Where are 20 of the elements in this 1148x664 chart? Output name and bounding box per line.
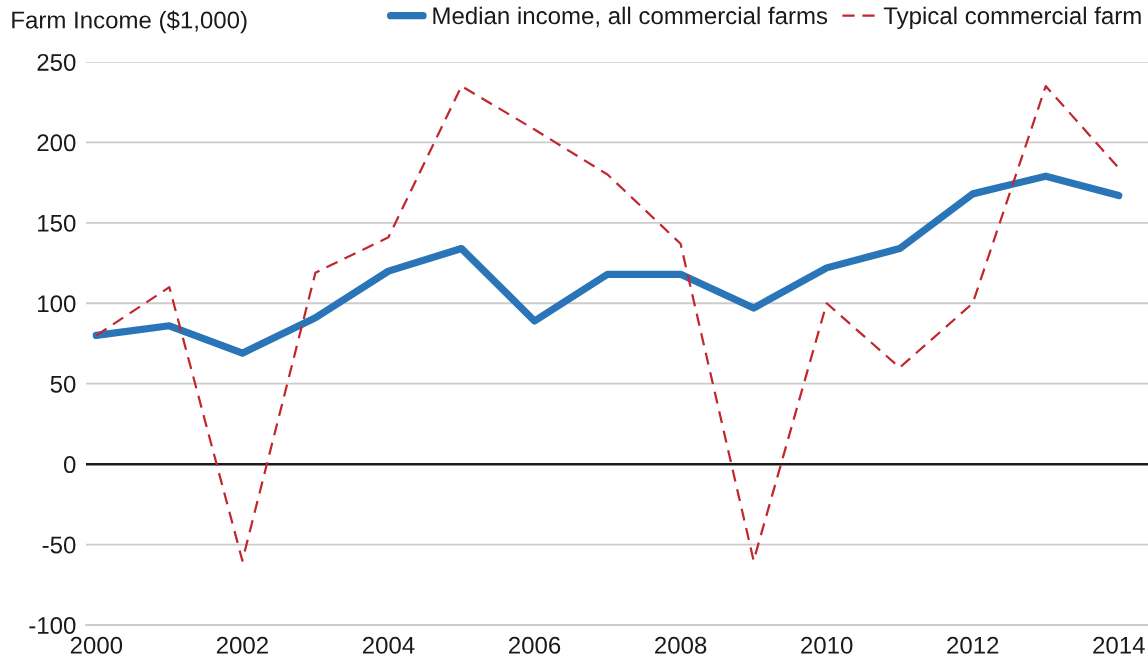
line-series — [95, 84, 1120, 562]
x-tick-label: 2014 — [1093, 636, 1145, 654]
y-tick-label: -100 — [29, 616, 76, 634]
y-tick-label: 100 — [38, 295, 76, 313]
x-tick-label: 2004 — [362, 636, 415, 654]
legend-label: Median income, all commercial farms — [433, 6, 828, 28]
x-tick-label: 2006 — [509, 636, 561, 654]
legend-label: Typical commercial farm — [883, 6, 1141, 30]
x-tick-label: 2002 — [216, 636, 268, 654]
y-tick-label: 200 — [37, 134, 76, 152]
y-axis-title: Farm Income ($1,000) — [12, 10, 247, 34]
y-tick-label: -50 — [42, 536, 76, 554]
y-tick-label: 0 — [63, 456, 76, 474]
y-tick-label: 150 — [38, 214, 76, 232]
x-tick-label: 2000 — [70, 636, 123, 654]
x-tick-label: 2010 — [801, 636, 853, 654]
y-tick-label: 50 — [50, 375, 76, 393]
y-tick-label: 250 — [37, 53, 76, 71]
x-tick-label: 2008 — [655, 636, 707, 654]
x-tick-label: 2012 — [947, 636, 999, 654]
